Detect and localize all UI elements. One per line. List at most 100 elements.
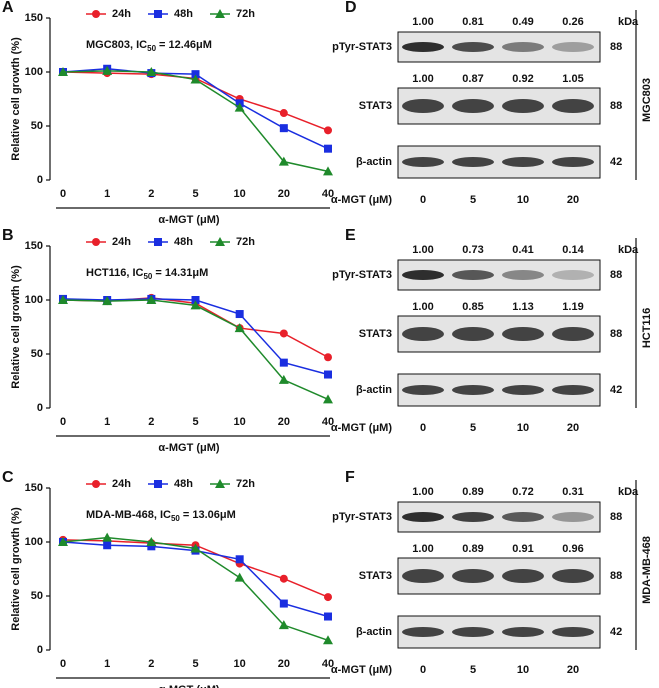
kda-label: 88 <box>610 328 622 340</box>
x-tick-label: 40 <box>322 188 334 200</box>
quant-label: 1.00 <box>412 543 433 555</box>
marker <box>191 70 200 79</box>
annotation-part: HCT116, IC <box>86 267 144 279</box>
quant-label: 1.00 <box>412 244 433 256</box>
legend-label: 24h <box>112 236 131 248</box>
y-tick-label: 50 <box>31 120 43 132</box>
band <box>402 270 444 280</box>
marker <box>146 537 157 546</box>
band <box>502 42 544 52</box>
x-tick-label: 2 <box>148 416 154 428</box>
marker <box>154 480 162 488</box>
quant-label: 0.92 <box>512 73 533 85</box>
marker <box>92 480 100 488</box>
band <box>402 569 444 583</box>
y-tick-label: 0 <box>37 644 43 656</box>
dose: 10 <box>517 422 529 434</box>
marker <box>278 620 289 630</box>
marker <box>58 537 68 546</box>
kda-label: 88 <box>610 100 622 112</box>
quant-label: 0.91 <box>512 543 533 555</box>
quant-label: 0.31 <box>562 486 583 498</box>
marker <box>324 612 332 621</box>
x-tick-label: 5 <box>192 658 198 670</box>
marker <box>102 296 113 306</box>
marker <box>324 126 332 135</box>
quant-label: 0.72 <box>512 486 533 498</box>
kda-header: kDa <box>618 486 639 498</box>
kda-label: 88 <box>610 570 622 582</box>
dose: 0 <box>420 194 426 206</box>
legend-label: 48h <box>174 478 193 490</box>
quant-label: 0.89 <box>462 486 483 498</box>
kda-header: kDa <box>618 16 639 28</box>
marker <box>323 394 333 404</box>
x-tick-label: 20 <box>278 658 290 670</box>
marker <box>279 329 288 338</box>
x-tick-label: 10 <box>234 416 246 428</box>
marker <box>278 156 289 166</box>
band <box>452 157 494 167</box>
band <box>452 42 494 52</box>
quant-label: 1.00 <box>412 16 433 28</box>
series-line <box>62 70 329 173</box>
row-label: β-actin <box>356 626 392 638</box>
legend-label: 48h <box>174 8 193 20</box>
kda-label: 42 <box>610 626 622 638</box>
legend-label: 72h <box>236 236 255 248</box>
annotation-part: 50 <box>143 272 152 281</box>
band <box>502 327 544 341</box>
dose: 20 <box>567 422 579 434</box>
marker <box>92 10 100 18</box>
panel-label: F <box>345 469 355 486</box>
marker <box>279 358 288 367</box>
x-tick-label: 0 <box>60 188 66 200</box>
band <box>402 99 444 113</box>
x-tick-label: 0 <box>60 658 66 670</box>
dose: 5 <box>470 194 476 206</box>
dose: 5 <box>470 664 476 676</box>
quant-label: 1.13 <box>512 301 533 313</box>
marker <box>278 374 289 384</box>
annotation-part: 50 <box>171 514 180 523</box>
y-tick-label: 100 <box>25 294 43 306</box>
marker <box>234 323 245 333</box>
marker <box>279 124 288 133</box>
x-tick-label: 0 <box>60 416 66 428</box>
series-line <box>62 299 329 401</box>
x-tick-label: 40 <box>322 658 334 670</box>
band <box>452 569 494 583</box>
quant-label: 1.00 <box>412 301 433 313</box>
legend-label: 72h <box>236 478 255 490</box>
x-tick-label: 10 <box>234 188 246 200</box>
y-tick-label: 100 <box>25 536 43 548</box>
band <box>452 270 494 280</box>
marker <box>58 295 68 304</box>
band <box>502 385 544 395</box>
band <box>552 627 594 637</box>
series-line <box>62 298 329 376</box>
band <box>452 327 494 341</box>
row-label: STAT3 <box>359 100 392 112</box>
row-label: STAT3 <box>359 570 392 582</box>
x-tick-label: 1 <box>104 658 110 670</box>
dose-label: α-MGT (μM) <box>331 664 392 676</box>
marker <box>146 67 157 76</box>
legend-label: 72h <box>236 8 255 20</box>
x-tick-label: 1 <box>104 416 110 428</box>
annotation-part: = 13.06μM <box>183 509 236 521</box>
annotation: MGC803, IC50 = 12.46μM <box>86 39 212 53</box>
cell-line: MGC803 <box>641 78 653 122</box>
band <box>502 569 544 583</box>
quant-label: 1.00 <box>412 73 433 85</box>
legend-label: 24h <box>112 8 131 20</box>
dose: 20 <box>567 194 579 206</box>
y-tick-label: 50 <box>31 590 43 602</box>
marker <box>154 238 162 246</box>
marker <box>102 65 113 75</box>
cell-line: MDA-MB-468 <box>641 536 653 604</box>
y-tick-label: 50 <box>31 348 43 360</box>
x-tick-label: 5 <box>192 416 198 428</box>
kda-label: 88 <box>610 511 622 523</box>
band <box>552 512 594 522</box>
